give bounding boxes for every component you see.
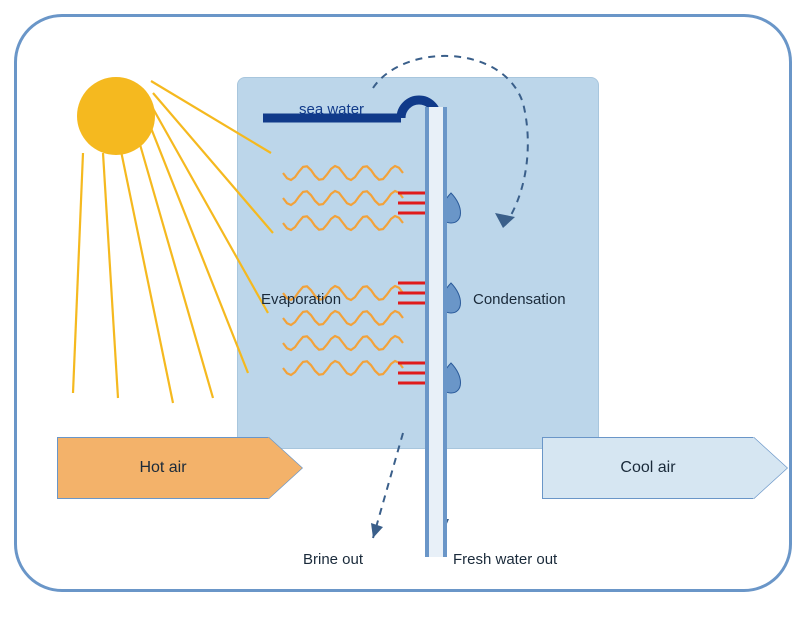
fresh-water-out-label: Fresh water out (453, 551, 557, 568)
hot-air-arrow: Hot air (57, 437, 269, 499)
diagram-frame: Hot air Cool air sea water Evaporation C… (14, 14, 792, 592)
membrane-divider (425, 107, 447, 557)
hot-air-label: Hot air (58, 438, 268, 498)
brine-out-label: Brine out (303, 551, 363, 568)
sea-water-label: sea water (299, 101, 364, 118)
condensation-label: Condensation (473, 291, 566, 308)
evaporation-label: Evaporation (261, 291, 341, 308)
cool-air-arrow: Cool air (542, 437, 754, 499)
cool-air-label: Cool air (543, 438, 753, 498)
overlay-svg (17, 17, 800, 617)
